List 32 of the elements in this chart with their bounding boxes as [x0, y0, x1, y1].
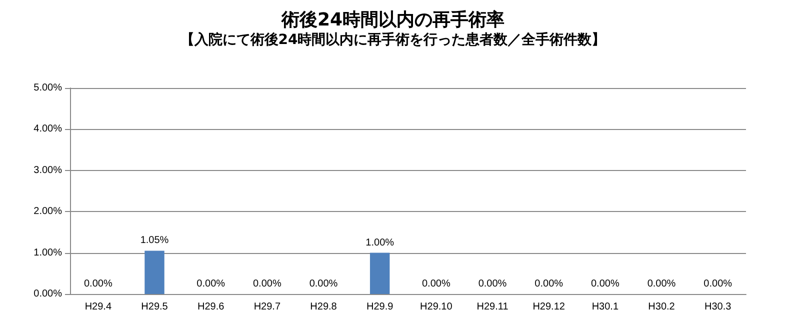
data-label: 0.00%: [84, 278, 112, 290]
y-tick-label: 0.00%: [34, 288, 62, 300]
data-label: 0.00%: [196, 278, 226, 290]
data-label: 0.00%: [590, 278, 620, 290]
chart-title: 術後24時間以内の再手術率: [280, 10, 505, 30]
y-tick-label: 3.00%: [34, 164, 62, 176]
x-tick-label: H29.5: [141, 302, 168, 312]
data-label: 0.00%: [478, 278, 507, 290]
x-tick-label: H29.4: [84, 302, 112, 312]
x-tick-label: H29.10: [420, 302, 453, 312]
x-tick-label: H29.7: [254, 302, 281, 312]
data-label: 1.00%: [366, 237, 394, 248]
data-label: 1.05%: [140, 235, 169, 246]
x-tick-label: H30.3: [704, 302, 732, 312]
x-tick-label: H29.8: [310, 302, 338, 312]
data-label: 0.00%: [704, 278, 732, 290]
x-tick-label: H30.2: [648, 302, 676, 312]
y-tick-label: 1.00%: [34, 247, 62, 258]
y-tick-label: 2.00%: [34, 206, 62, 218]
chart-subtitle: 【入院にて術後24時間以内に再手術を行った患者数／全手術件数】: [180, 31, 606, 48]
x-tick-label: H29.6: [197, 302, 225, 312]
data-label: 0.00%: [309, 278, 338, 290]
data-label: 0.00%: [647, 278, 676, 290]
data-label: 0.00%: [422, 278, 450, 290]
x-tick-label: H29.12: [532, 302, 566, 312]
x-tick-label: H29.9: [366, 302, 394, 312]
x-tick-label: H29.11: [476, 302, 509, 312]
x-tick-label: H30.1: [592, 302, 619, 312]
y-tick-label: 4.00%: [34, 124, 62, 135]
y-tick-label: 5.00%: [34, 82, 62, 94]
data-label: 0.00%: [252, 278, 282, 290]
data-label: 0.00%: [534, 278, 564, 290]
